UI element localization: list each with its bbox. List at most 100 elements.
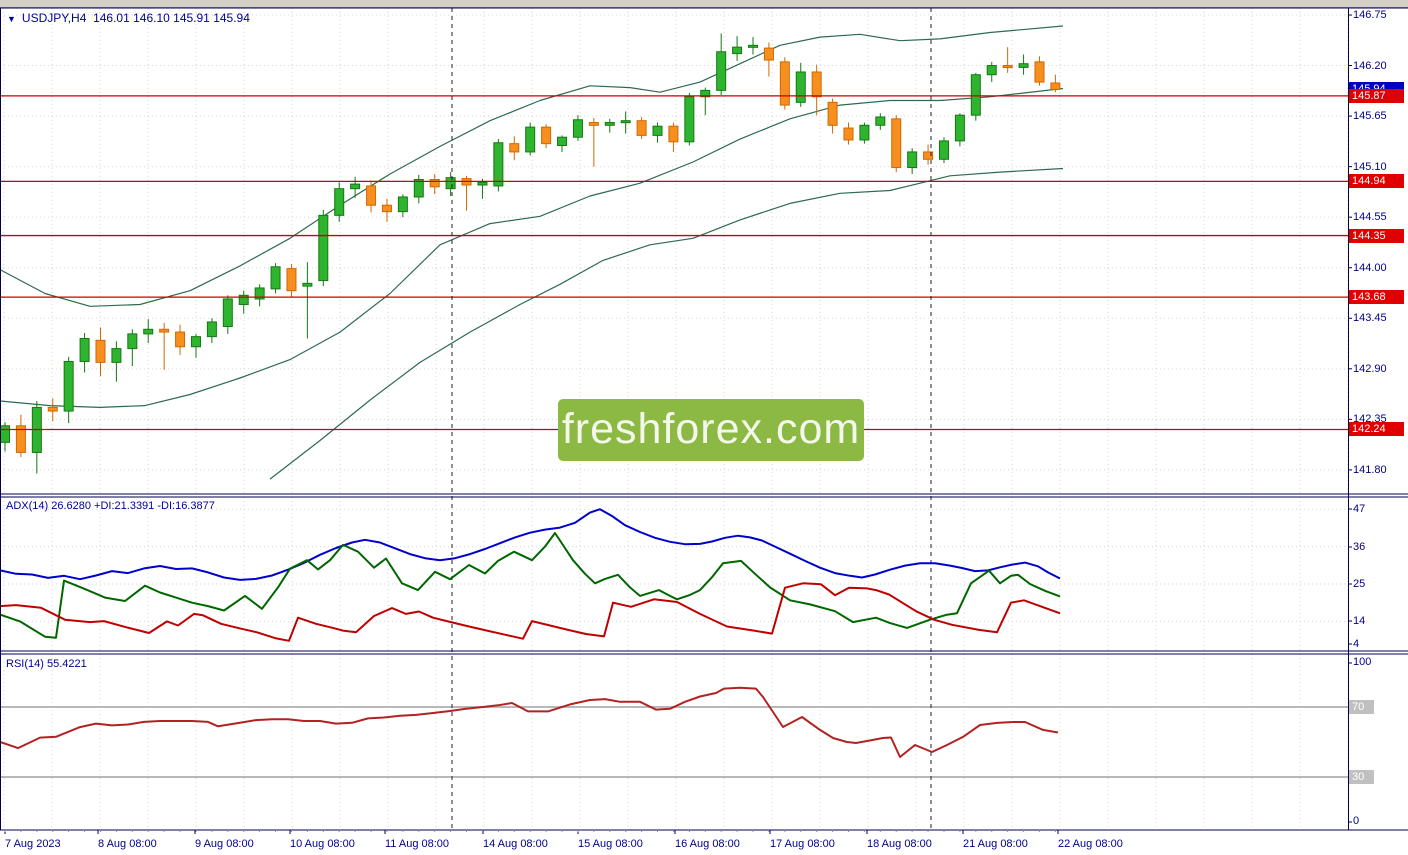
candle-body xyxy=(493,142,504,187)
freshforex-watermark: freshforex.com xyxy=(558,399,864,461)
candle-body xyxy=(270,266,281,290)
rsi-axis-label: 70 xyxy=(1349,700,1374,714)
candle-body xyxy=(652,125,663,136)
candle-body xyxy=(1002,65,1013,69)
price-level-badge: 144.35 xyxy=(1349,229,1404,243)
panel-borders xyxy=(0,7,1408,831)
candle-body xyxy=(684,96,695,143)
candle-body xyxy=(748,44,759,48)
symbol-period-label: USDJPY,H4 xyxy=(21,11,87,25)
price-axis-label: 146.20 xyxy=(1353,60,1387,72)
candle-body xyxy=(350,183,361,190)
candle-body xyxy=(827,101,838,126)
adx-axis-label: 47 xyxy=(1353,503,1366,515)
candle-body xyxy=(1050,82,1061,90)
price-level-badge: 145.87 xyxy=(1349,89,1404,103)
candle-body xyxy=(238,294,249,305)
price-level-badge: 144.94 xyxy=(1349,174,1404,188)
candle-body xyxy=(206,321,217,338)
candle-body xyxy=(970,74,981,116)
candle-body xyxy=(557,136,568,146)
candle-body xyxy=(875,116,886,126)
candle-body xyxy=(381,204,392,213)
time-axis-label: 16 Aug 08:00 xyxy=(675,838,740,850)
candle-body xyxy=(429,179,440,188)
rsi-axis-label: 0 xyxy=(1353,815,1360,827)
adx-axis-label: 4 xyxy=(1353,638,1360,650)
price-axis-label: 146.75 xyxy=(1353,9,1387,21)
candle-body xyxy=(190,336,201,348)
rsi-line xyxy=(0,686,1059,758)
candle-body xyxy=(159,328,170,333)
candle-body xyxy=(334,188,345,216)
price-level-badge: 143.68 xyxy=(1349,290,1404,304)
time-axis-label: 18 Aug 08:00 xyxy=(867,838,932,850)
time-axis-label: 15 Aug 08:00 xyxy=(578,838,643,850)
time-axis-label: 8 Aug 08:00 xyxy=(98,838,157,850)
candle-body xyxy=(63,360,74,412)
candle-body xyxy=(891,118,902,169)
candle-body xyxy=(954,114,965,142)
price-axis-label: 144.55 xyxy=(1353,211,1387,223)
candles xyxy=(0,33,1061,474)
adx-axis-label: 25 xyxy=(1353,578,1366,590)
candle-body xyxy=(604,122,615,126)
price-axis-label: 143.45 xyxy=(1353,312,1387,324)
time-axis-label: 10 Aug 08:00 xyxy=(290,838,355,850)
candle-body xyxy=(143,328,154,335)
candle-body xyxy=(811,71,822,98)
price-level-badge: 142.24 xyxy=(1349,422,1404,436)
candle-body xyxy=(843,127,854,141)
time-axis-label: 11 Aug 08:00 xyxy=(385,838,450,850)
candle-body xyxy=(525,126,536,153)
candle-body xyxy=(859,124,870,141)
candle-body xyxy=(79,337,90,362)
candle-body xyxy=(445,177,456,190)
candle-body xyxy=(286,268,297,292)
candle-body xyxy=(795,71,806,103)
candle-body xyxy=(732,46,743,55)
candle-body xyxy=(620,120,631,124)
grid-lines xyxy=(0,8,1349,830)
time-axis-label: 7 Aug 2023 xyxy=(5,838,61,850)
candle-body xyxy=(907,151,918,169)
candle-body xyxy=(397,196,408,213)
candle-body xyxy=(636,120,647,136)
candle-body xyxy=(366,185,377,206)
chart-collapse-icon[interactable]: ▼ xyxy=(7,14,16,24)
candle-body xyxy=(1034,61,1045,83)
price-axis-label: 145.65 xyxy=(1353,110,1387,122)
adx-axis-label: 36 xyxy=(1353,541,1366,553)
candle-body xyxy=(254,287,265,300)
candle-body xyxy=(413,179,424,198)
candle-body xyxy=(986,65,997,76)
candle-body xyxy=(318,214,329,282)
candle-body xyxy=(572,119,583,138)
candle-body xyxy=(716,51,727,91)
candle-body xyxy=(779,61,790,106)
candle-body xyxy=(938,140,949,160)
rsi-indicator-label: RSI(14) 55.4221 xyxy=(6,658,87,670)
time-axis-label: 22 Aug 08:00 xyxy=(1058,838,1123,850)
candle-body xyxy=(1018,63,1029,68)
bollinger-upper-band xyxy=(0,25,1064,307)
bollinger-middle-band xyxy=(0,87,1064,408)
candle-body xyxy=(111,348,122,363)
time-axis-label: 14 Aug 08:00 xyxy=(483,838,548,850)
price-axis-label: 144.00 xyxy=(1353,262,1387,274)
time-axis-label: 9 Aug 08:00 xyxy=(195,838,254,850)
price-axis-label: 145.10 xyxy=(1353,161,1387,173)
candle-body xyxy=(127,333,138,350)
candle-body xyxy=(668,125,679,143)
candle-body xyxy=(700,89,711,98)
time-axis-label: 21 Aug 08:00 xyxy=(963,838,1028,850)
rsi-axis-label: 30 xyxy=(1349,770,1374,784)
price-axis-label: 141.80 xyxy=(1353,464,1387,476)
candle-body xyxy=(95,339,106,363)
candle-body xyxy=(763,47,774,61)
adx-axis-label: 14 xyxy=(1353,615,1366,627)
candle-body xyxy=(541,126,552,145)
candle-body xyxy=(0,425,10,443)
